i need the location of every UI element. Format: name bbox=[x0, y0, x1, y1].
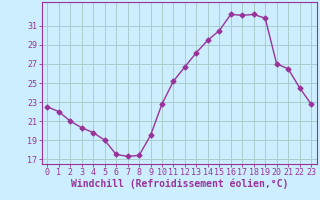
X-axis label: Windchill (Refroidissement éolien,°C): Windchill (Refroidissement éolien,°C) bbox=[70, 179, 288, 189]
